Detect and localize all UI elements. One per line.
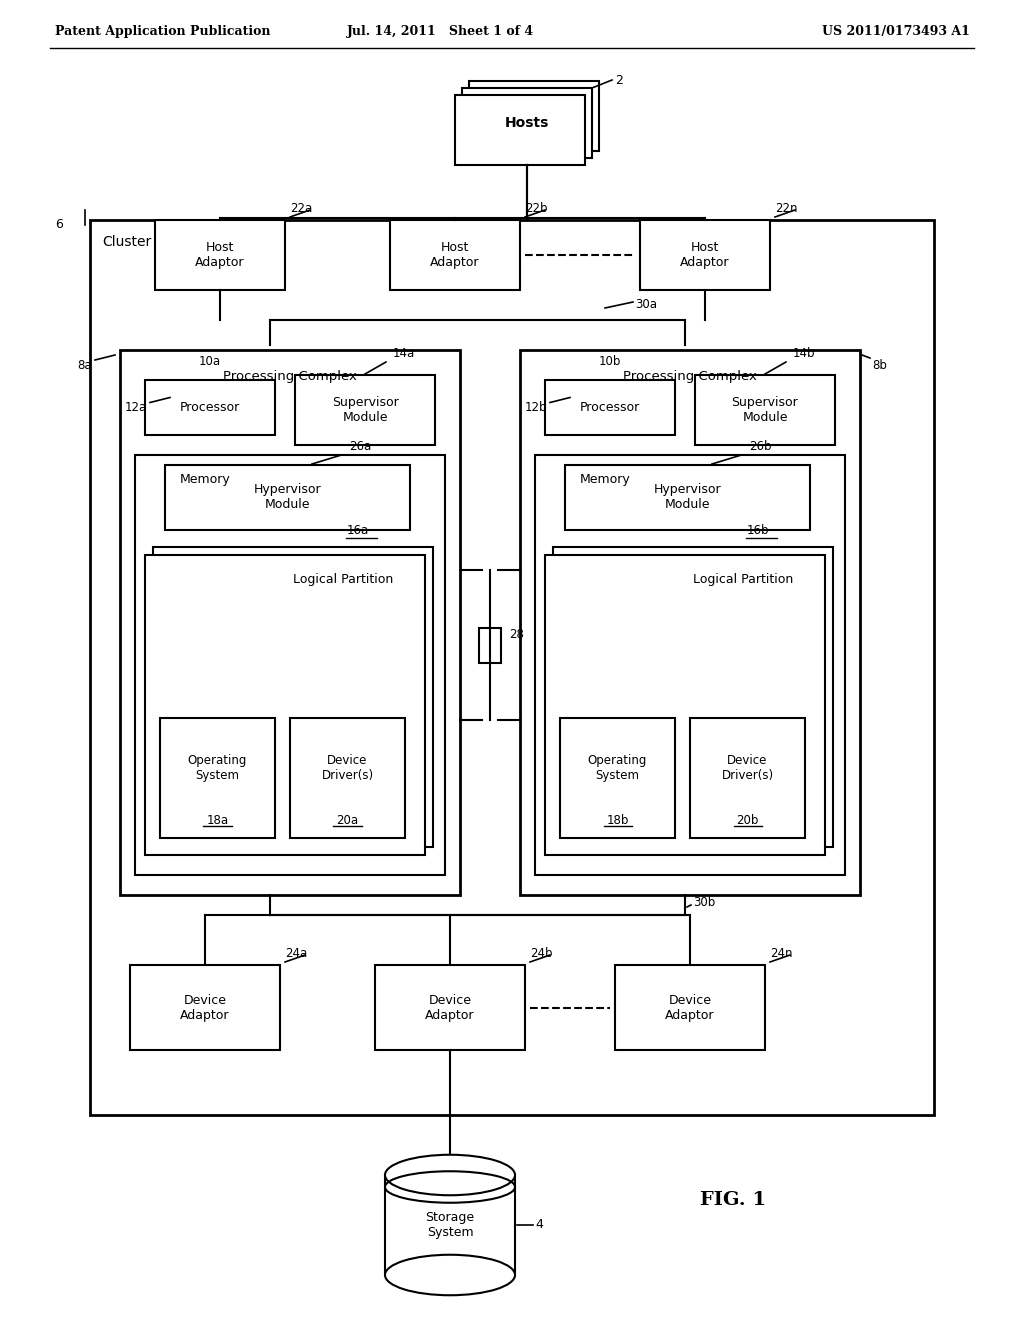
FancyBboxPatch shape bbox=[160, 718, 275, 838]
Text: Device
Adaptor: Device Adaptor bbox=[180, 994, 229, 1022]
FancyBboxPatch shape bbox=[135, 455, 445, 875]
Text: 14b: 14b bbox=[793, 347, 815, 360]
FancyBboxPatch shape bbox=[145, 380, 275, 436]
FancyBboxPatch shape bbox=[375, 965, 525, 1049]
Text: 22n: 22n bbox=[775, 202, 798, 215]
Text: Logical Partition: Logical Partition bbox=[693, 573, 794, 586]
Text: 4: 4 bbox=[535, 1218, 543, 1232]
FancyBboxPatch shape bbox=[165, 465, 410, 531]
Text: 20a: 20a bbox=[337, 813, 358, 826]
Text: 6: 6 bbox=[55, 219, 62, 231]
Text: Memory: Memory bbox=[580, 473, 631, 486]
Text: Supervisor
Module: Supervisor Module bbox=[731, 396, 799, 424]
Text: 8a: 8a bbox=[78, 359, 92, 371]
Text: 10a: 10a bbox=[199, 355, 221, 368]
FancyBboxPatch shape bbox=[455, 95, 585, 165]
FancyBboxPatch shape bbox=[155, 220, 285, 290]
Text: 18a: 18a bbox=[207, 813, 228, 826]
Text: Processing Complex: Processing Complex bbox=[223, 370, 357, 383]
Text: 16a: 16a bbox=[346, 524, 369, 537]
FancyBboxPatch shape bbox=[561, 539, 841, 840]
FancyBboxPatch shape bbox=[161, 539, 441, 840]
Text: Hypervisor
Module: Hypervisor Module bbox=[254, 483, 322, 511]
Text: 18b: 18b bbox=[606, 813, 629, 826]
Text: 30a: 30a bbox=[635, 298, 657, 312]
FancyBboxPatch shape bbox=[153, 546, 433, 847]
Text: 14a: 14a bbox=[393, 347, 416, 360]
FancyBboxPatch shape bbox=[469, 81, 599, 150]
Text: Processor: Processor bbox=[180, 401, 240, 414]
FancyBboxPatch shape bbox=[545, 380, 675, 436]
Text: Hosts: Hosts bbox=[505, 116, 549, 129]
Text: 30b: 30b bbox=[693, 896, 715, 909]
FancyBboxPatch shape bbox=[545, 554, 825, 855]
Text: Storage
System: Storage System bbox=[425, 1210, 474, 1239]
Text: Host
Adaptor: Host Adaptor bbox=[196, 242, 245, 269]
Text: 24n: 24n bbox=[770, 946, 793, 960]
Text: Device
Adaptor: Device Adaptor bbox=[666, 994, 715, 1022]
FancyBboxPatch shape bbox=[565, 465, 810, 531]
FancyBboxPatch shape bbox=[640, 220, 770, 290]
Text: Patent Application Publication: Patent Application Publication bbox=[55, 25, 270, 38]
FancyBboxPatch shape bbox=[560, 718, 675, 838]
FancyBboxPatch shape bbox=[130, 965, 280, 1049]
Text: 8b: 8b bbox=[872, 359, 887, 371]
Text: Operating
System: Operating System bbox=[187, 754, 247, 781]
FancyBboxPatch shape bbox=[690, 718, 805, 838]
Text: 22b: 22b bbox=[525, 202, 548, 215]
Text: Logical Partition: Logical Partition bbox=[293, 573, 393, 586]
FancyBboxPatch shape bbox=[120, 350, 460, 895]
Text: Processor: Processor bbox=[580, 401, 640, 414]
FancyBboxPatch shape bbox=[553, 546, 833, 847]
Text: 26a: 26a bbox=[349, 440, 371, 453]
Text: 10b: 10b bbox=[599, 355, 622, 368]
Text: Device
Driver(s): Device Driver(s) bbox=[322, 754, 374, 781]
Text: Supervisor
Module: Supervisor Module bbox=[332, 396, 398, 424]
FancyBboxPatch shape bbox=[145, 554, 425, 855]
Text: FIG. 1: FIG. 1 bbox=[700, 1191, 766, 1209]
Text: Hypervisor
Module: Hypervisor Module bbox=[653, 483, 721, 511]
FancyBboxPatch shape bbox=[390, 220, 520, 290]
FancyBboxPatch shape bbox=[535, 455, 845, 875]
Text: 28: 28 bbox=[509, 628, 524, 642]
FancyBboxPatch shape bbox=[479, 627, 501, 663]
Text: Device
Driver(s): Device Driver(s) bbox=[722, 754, 773, 781]
FancyBboxPatch shape bbox=[520, 350, 860, 895]
Text: Host
Adaptor: Host Adaptor bbox=[430, 242, 480, 269]
Text: 2: 2 bbox=[615, 74, 623, 87]
FancyBboxPatch shape bbox=[295, 375, 435, 445]
Text: Host
Adaptor: Host Adaptor bbox=[680, 242, 730, 269]
FancyBboxPatch shape bbox=[615, 965, 765, 1049]
Text: 20b: 20b bbox=[736, 813, 759, 826]
Text: Jul. 14, 2011   Sheet 1 of 4: Jul. 14, 2011 Sheet 1 of 4 bbox=[346, 25, 534, 38]
Text: Operating
System: Operating System bbox=[588, 754, 647, 781]
Text: 22a: 22a bbox=[290, 202, 312, 215]
Ellipse shape bbox=[385, 1155, 515, 1195]
Text: 12a: 12a bbox=[125, 401, 147, 414]
Text: Device
Adaptor: Device Adaptor bbox=[425, 994, 475, 1022]
FancyBboxPatch shape bbox=[90, 220, 934, 1115]
Text: 24a: 24a bbox=[285, 946, 307, 960]
Text: Cluster: Cluster bbox=[102, 235, 152, 249]
FancyBboxPatch shape bbox=[462, 88, 592, 158]
Text: Memory: Memory bbox=[180, 473, 230, 486]
Text: US 2011/0173493 A1: US 2011/0173493 A1 bbox=[822, 25, 970, 38]
Text: 16b: 16b bbox=[746, 524, 769, 537]
Text: 12b: 12b bbox=[525, 401, 548, 414]
Text: Processing Complex: Processing Complex bbox=[623, 370, 757, 383]
Text: 26b: 26b bbox=[749, 440, 771, 453]
FancyBboxPatch shape bbox=[290, 718, 406, 838]
FancyBboxPatch shape bbox=[695, 375, 835, 445]
Ellipse shape bbox=[385, 1255, 515, 1295]
FancyBboxPatch shape bbox=[385, 1175, 515, 1275]
Text: 24b: 24b bbox=[530, 946, 553, 960]
